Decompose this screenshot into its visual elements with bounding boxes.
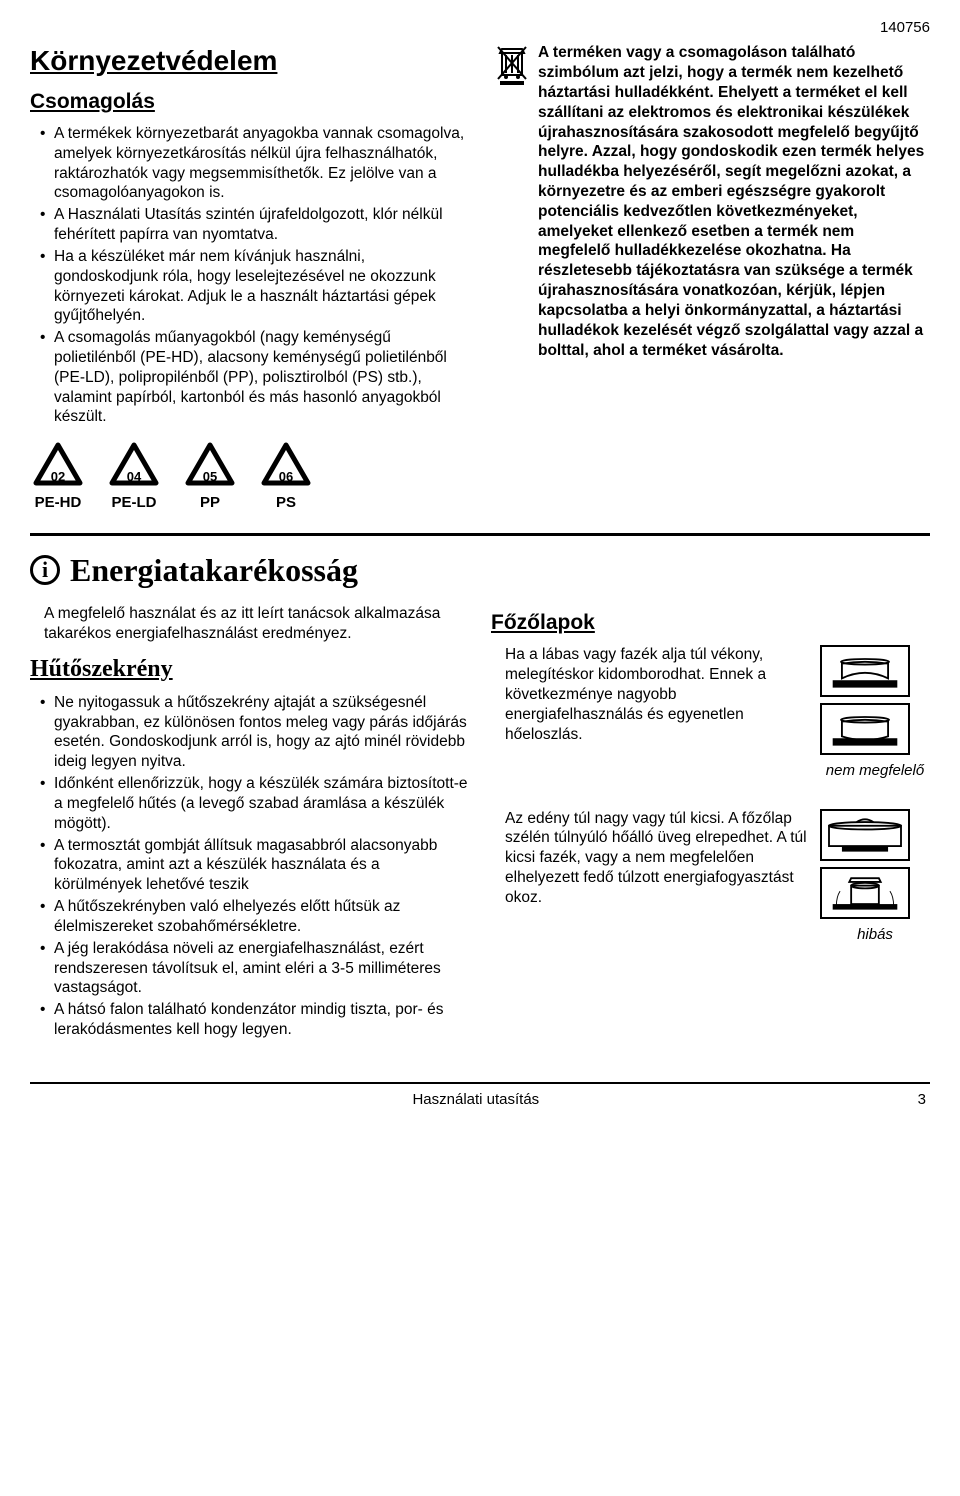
env-right-column: A terméken vagy a csomagoláson található… bbox=[494, 43, 930, 512]
weee-block: A terméken vagy a csomagoláson található… bbox=[494, 43, 930, 360]
recycle-num: 02 bbox=[30, 469, 86, 486]
recycle-label: PS bbox=[258, 493, 314, 512]
recycle-label: PP bbox=[182, 493, 238, 512]
hob-figure-block: hibás bbox=[820, 809, 930, 962]
env-subtitle: Csomagolás bbox=[30, 89, 466, 116]
recycle-label: PE-HD bbox=[30, 493, 86, 512]
energy-header: i Energiatakarékosság bbox=[30, 550, 930, 591]
page-footer: Használati utasítás 3 bbox=[30, 1082, 930, 1119]
weee-bin-icon bbox=[494, 43, 530, 360]
hob-figure-block: nem megfelelő bbox=[820, 645, 930, 798]
recycle-row: 02 PE-HD 04 PE-LD 05 PP bbox=[30, 441, 466, 512]
hob-title: Főzőlapok bbox=[491, 610, 930, 637]
hob-oversize-pot-icon bbox=[820, 809, 910, 861]
info-icon: i bbox=[30, 555, 60, 585]
recycle-item: 06 PS bbox=[258, 441, 314, 512]
fridge-bullet: A jég lerakódása növeli az energiafelhas… bbox=[44, 939, 469, 998]
recycle-triangle-icon: 04 bbox=[106, 441, 162, 489]
env-bullet-list: A termékek környezetbarát anyagokba vann… bbox=[30, 124, 466, 427]
section-energy: i Energiatakarékosság A megfelelő haszná… bbox=[30, 550, 930, 1042]
hob-warped-pot-icon bbox=[820, 645, 910, 697]
env-title: Környezetvédelem bbox=[30, 43, 466, 79]
fridge-title: Hűtőszekrény bbox=[30, 654, 469, 685]
env-bullet: A termékek környezetbarát anyagokba vann… bbox=[44, 124, 466, 203]
recycle-num: 06 bbox=[258, 469, 314, 486]
env-bullet: A Használati Utasítás szintén újrafeldol… bbox=[44, 205, 466, 245]
fridge-bullet: A termosztát gombját állítsuk magasabbró… bbox=[44, 836, 469, 895]
env-left-column: Környezetvédelem Csomagolás A termékek k… bbox=[30, 43, 466, 512]
footer-title: Használati utasítás bbox=[412, 1090, 539, 1109]
fridge-bullet: Ne nyitogassuk a hűtőszekrény ajtaját a … bbox=[44, 693, 469, 772]
energy-left-column: A megfelelő használat és az itt leírt ta… bbox=[30, 600, 469, 1041]
recycle-item: 02 PE-HD bbox=[30, 441, 86, 512]
fridge-bullet: A hátsó falon található kondenzátor mind… bbox=[44, 1000, 469, 1040]
hob-warped-pot-icon bbox=[820, 703, 910, 755]
fridge-bullet: A hűtőszekrényben való elhelyezés előtt … bbox=[44, 897, 469, 937]
recycle-triangle-icon: 06 bbox=[258, 441, 314, 489]
recycle-label: PE-LD bbox=[106, 493, 162, 512]
energy-right-column: Főzőlapok bbox=[491, 600, 930, 1041]
doc-code: 140756 bbox=[30, 18, 930, 37]
recycle-triangle-icon: 05 bbox=[182, 441, 238, 489]
recycle-num: 05 bbox=[182, 469, 238, 486]
recycle-item: 04 PE-LD bbox=[106, 441, 162, 512]
recycle-num: 04 bbox=[106, 469, 162, 486]
env-bullet: Ha a készüléket már nem kívánjuk használ… bbox=[44, 247, 466, 326]
fridge-bullet: Időnként ellenőrizzük, hogy a készülék s… bbox=[44, 774, 469, 833]
footer-page-number: 3 bbox=[918, 1090, 926, 1109]
hob-caption: nem megfelelő bbox=[820, 761, 930, 780]
fridge-bullet-list: Ne nyitogassuk a hűtőszekrény ajtaját a … bbox=[30, 693, 469, 1040]
section-environment: Környezetvédelem Csomagolás A termékek k… bbox=[30, 43, 930, 512]
recycle-triangle-icon: 02 bbox=[30, 441, 86, 489]
hob-small-pot-icon bbox=[820, 867, 910, 919]
energy-title: Energiatakarékosság bbox=[70, 550, 358, 591]
section-divider bbox=[30, 533, 930, 536]
recycle-item: 05 PP bbox=[182, 441, 238, 512]
energy-intro: A megfelelő használat és az itt leírt ta… bbox=[44, 604, 469, 644]
env-bullet: A csomagolás műanyagokból (nagy keménysé… bbox=[44, 328, 466, 427]
weee-text: A terméken vagy a csomagoláson található… bbox=[538, 43, 930, 360]
hob-caption: hibás bbox=[820, 925, 930, 944]
